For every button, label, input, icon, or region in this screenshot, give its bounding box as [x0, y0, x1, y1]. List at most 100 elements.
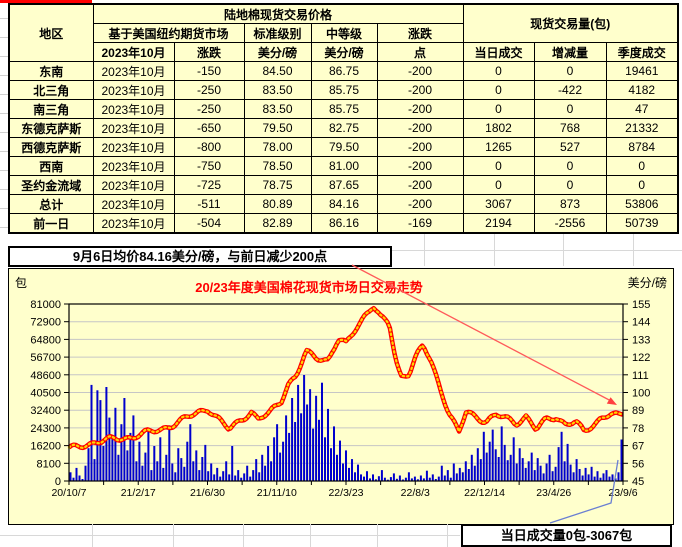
table-cell-std[interactable]: 78.75 [243, 175, 312, 195]
table-cell-chg[interactable]: -725 [173, 175, 245, 195]
chg-header-cell[interactable]: 涨跌 [173, 42, 245, 62]
table-cell-delta[interactable]: 527 [533, 137, 607, 157]
table-cell-month[interactable]: 2023年10月 [92, 61, 175, 81]
table-cell-day[interactable]: 1265 [462, 137, 535, 157]
table-cell-pts[interactable]: -200 [376, 80, 464, 100]
table-cell-delta[interactable]: -2556 [533, 213, 607, 234]
table-cell-chg[interactable]: -150 [173, 61, 245, 81]
table-cell-pts[interactable]: -200 [376, 156, 464, 176]
chg-pts-header-cell[interactable]: 涨跌 [376, 23, 464, 43]
table-cell-region[interactable]: 总计 [8, 194, 94, 214]
table-cell-region[interactable]: 北三角 [8, 80, 94, 100]
table-cell-std[interactable]: 83.50 [243, 80, 312, 100]
table-cell-std[interactable]: 80.89 [243, 194, 312, 214]
table-cell-delta[interactable]: 0 [533, 156, 607, 176]
std-header-cell[interactable]: 标准级别 [243, 23, 312, 43]
table-cell-std[interactable]: 78.00 [243, 137, 312, 157]
table-cell-quarter[interactable]: 0 [605, 175, 679, 195]
table-cell-month[interactable]: 2023年10月 [92, 118, 175, 138]
table-cell-mid[interactable]: 81.00 [310, 156, 378, 176]
table-cell-chg[interactable]: -650 [173, 118, 245, 138]
table-cell-chg[interactable]: -800 [173, 137, 245, 157]
table-cell-day[interactable]: 0 [462, 61, 535, 81]
table-cell-day[interactable]: 3067 [462, 194, 535, 214]
table-title-cell[interactable]: 陆地棉现货交易价格 [92, 3, 464, 24]
futures-header-cell[interactable]: 基于美国纽约期货市场 [92, 23, 245, 43]
delta-header-cell[interactable]: 增减量 [533, 42, 607, 62]
table-cell-std[interactable]: 84.50 [243, 61, 312, 81]
table-cell-month[interactable]: 2023年10月 [92, 156, 175, 176]
table-cell-day[interactable]: 0 [462, 175, 535, 195]
table-cell-quarter[interactable]: 8784 [605, 137, 679, 157]
table-cell-mid[interactable]: 86.16 [310, 213, 378, 234]
table-cell-pts[interactable]: -169 [376, 213, 464, 234]
table-cell-quarter[interactable]: 19461 [605, 61, 679, 81]
day-header-cell[interactable]: 当日成交 [462, 42, 535, 62]
table-cell-pts[interactable]: -200 [376, 61, 464, 81]
table-cell-std[interactable]: 78.50 [243, 156, 312, 176]
mid-unit-cell[interactable]: 美分/磅 [310, 42, 378, 62]
table-cell-quarter[interactable]: 47 [605, 99, 679, 119]
table-cell-std[interactable]: 83.50 [243, 99, 312, 119]
table-cell-quarter[interactable]: 53806 [605, 194, 679, 214]
table-cell-delta[interactable]: 0 [533, 61, 607, 81]
table-cell-day[interactable]: 1802 [462, 118, 535, 138]
table-cell-region[interactable]: 西南 [8, 156, 94, 176]
table-cell-delta[interactable]: 873 [533, 194, 607, 214]
region-header-cell[interactable]: 地区 [8, 3, 94, 62]
table-cell-pts[interactable]: -200 [376, 175, 464, 195]
table-cell-mid[interactable]: 87.65 [310, 175, 378, 195]
table-cell-mid[interactable]: 85.75 [310, 99, 378, 119]
svg-text:21/6/30: 21/6/30 [190, 487, 225, 499]
table-cell-pts[interactable]: -200 [376, 137, 464, 157]
table-cell-quarter[interactable]: 21332 [605, 118, 679, 138]
table-cell-mid[interactable]: 86.75 [310, 61, 378, 81]
table-cell-mid[interactable]: 85.75 [310, 80, 378, 100]
table-cell-day[interactable]: 0 [462, 80, 535, 100]
table-cell-chg[interactable]: -504 [173, 213, 245, 234]
month-header-cell[interactable]: 2023年10月 [92, 42, 175, 62]
table-cell-day[interactable]: 0 [462, 99, 535, 119]
table-cell-month[interactable]: 2023年10月 [92, 194, 175, 214]
table-cell-region[interactable]: 南三角 [8, 99, 94, 119]
table-cell-chg[interactable]: -250 [173, 99, 245, 119]
table-cell-delta[interactable]: 0 [533, 99, 607, 119]
mid-header-cell[interactable]: 中等级 [310, 23, 378, 43]
table-cell-mid[interactable]: 82.75 [310, 118, 378, 138]
callout-box[interactable]: 当日成交量0包-3067包 [461, 524, 672, 547]
pts-header-cell[interactable]: 点 [376, 42, 464, 62]
std-unit-cell[interactable]: 美分/磅 [243, 42, 312, 62]
table-cell-quarter[interactable]: 50739 [605, 213, 679, 234]
table-cell-mid[interactable]: 79.50 [310, 137, 378, 157]
table-cell-month[interactable]: 2023年10月 [92, 213, 175, 234]
table-cell-std[interactable]: 79.50 [243, 118, 312, 138]
table-cell-pts[interactable]: -200 [376, 118, 464, 138]
table-cell-quarter[interactable]: 0 [605, 156, 679, 176]
table-cell-day[interactable]: 0 [462, 156, 535, 176]
table-cell-mid[interactable]: 84.16 [310, 194, 378, 214]
table-cell-region[interactable]: 东德克萨斯 [8, 118, 94, 138]
table-cell-chg[interactable]: -250 [173, 80, 245, 100]
table-cell-chg[interactable]: -511 [173, 194, 245, 214]
table-cell-day[interactable]: 2194 [462, 213, 535, 234]
table-cell-region[interactable]: 圣约金流域 [8, 175, 94, 195]
table-cell-pts[interactable]: -200 [376, 99, 464, 119]
table-cell-month[interactable]: 2023年10月 [92, 175, 175, 195]
table-cell-month[interactable]: 2023年10月 [92, 137, 175, 157]
table-cell-chg[interactable]: -750 [173, 156, 245, 176]
table-cell-month[interactable]: 2023年10月 [92, 80, 175, 100]
table-cell-region[interactable]: 西德克萨斯 [8, 137, 94, 157]
table-cell-delta[interactable]: 768 [533, 118, 607, 138]
table-cell-region[interactable]: 东南 [8, 61, 94, 81]
table-cell-std[interactable]: 82.89 [243, 213, 312, 234]
chart-area[interactable]: 81000 72900 64800 56700 48600 40500 32400 24300… [8, 268, 674, 525]
table-cell-month[interactable]: 2023年10月 [92, 99, 175, 119]
table-cell-quarter[interactable]: 4182 [605, 80, 679, 100]
table-cell-region[interactable]: 前一日 [8, 213, 94, 234]
table-cell-pts[interactable]: -200 [376, 194, 464, 214]
quarter-header-cell[interactable]: 季度成交 [605, 42, 679, 62]
note-box[interactable]: 9月6日均价84.16美分/磅，与前日减少200点 [8, 246, 392, 267]
table-cell-delta[interactable]: 0 [533, 175, 607, 195]
volume-title-cell[interactable]: 现货交易量(包) [462, 3, 679, 43]
table-cell-delta[interactable]: -422 [533, 80, 607, 100]
